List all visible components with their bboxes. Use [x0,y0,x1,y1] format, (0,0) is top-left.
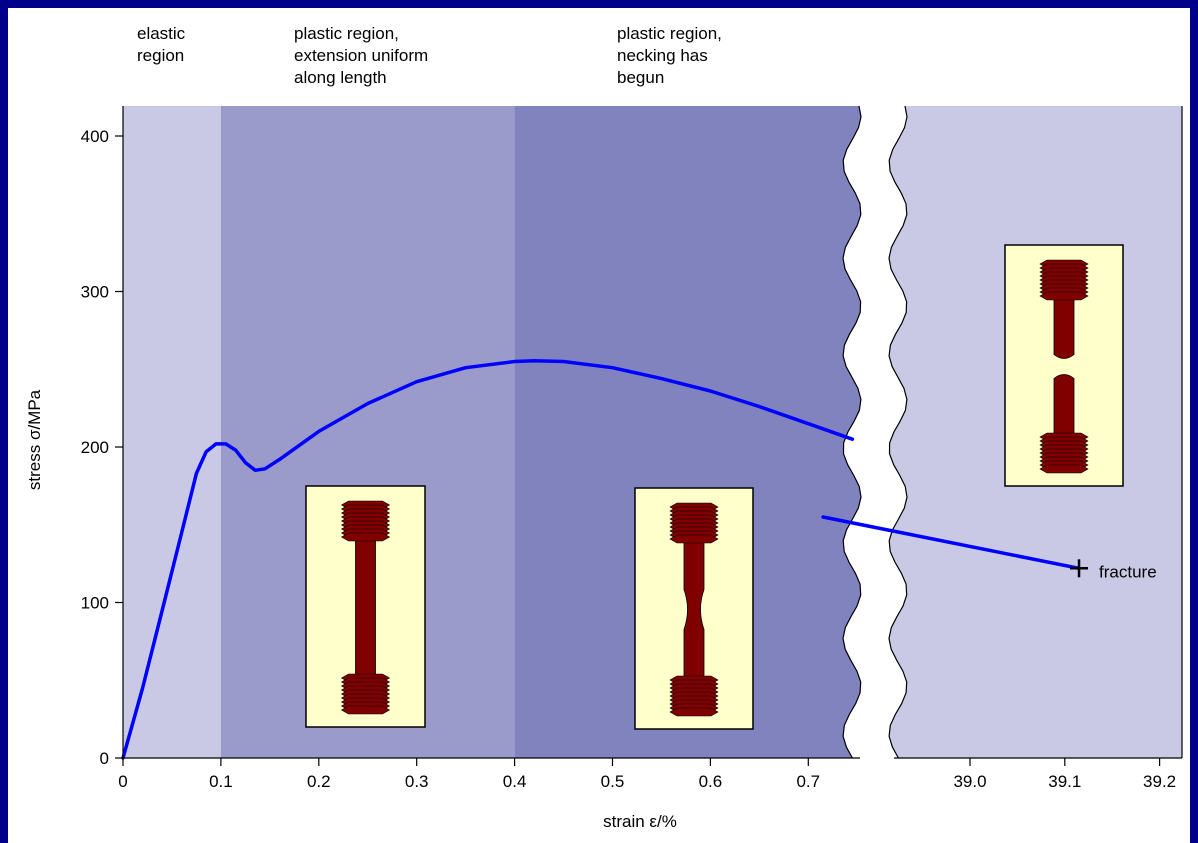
specimen-uniform-top-thread-8 [340,532,391,542]
x-axis-label: strain ε/% [603,812,677,831]
x-tick-label-right-1: 39.1 [1048,772,1081,791]
region-label-0-line-1: region [137,46,184,65]
stress-strain-curve: fracture [121,358,1157,760]
curve-right-segment [821,515,1081,571]
fracture-label: fracture [1099,562,1157,581]
x-tick-label-left-4: 0.4 [503,772,527,791]
specimen-uniform-bottom-thread-8 [340,705,391,715]
specimen-uniform [305,485,426,728]
specimen-necked-bottom-thread-8 [669,707,719,717]
y-tick-label-1: 100 [81,594,109,613]
y-tick-label-3: 300 [81,283,109,302]
region-label-1-line-0: plastic region, [294,24,399,43]
specimen-necked-top-thread-8 [669,534,719,544]
x-tick-label-left-3: 0.3 [405,772,429,791]
x-tick-label-left-1: 0.1 [209,772,233,791]
region-0 [123,106,221,758]
y-tick-label-2: 200 [81,438,109,457]
x-tick-label-left-2: 0.2 [307,772,331,791]
region-label-2-line-2: begun [617,68,664,87]
y-tick-label-0: 0 [100,749,109,768]
specimen-fractured-bottom-thread-8 [1039,464,1089,474]
x-tick-label-right-0: 39.0 [953,772,986,791]
x-tick-label-left-7: 0.7 [796,772,820,791]
region-label-2-line-1: necking has [617,46,708,65]
x-tick-label-left-5: 0.5 [601,772,625,791]
region-label-1: plastic region, extension uniform along le… [294,24,428,87]
specimen-necked [634,487,754,730]
region-label-0: elastic region [137,24,186,65]
x-tick-label-right-2: 39.2 [1143,772,1176,791]
specimen-fractured-top-thread-8 [1039,291,1089,301]
break-edge-left [842,105,862,759]
y-tick-label-4: 400 [81,127,109,146]
specimen-uniform-shaft [355,520,376,695]
curve-left-segment [121,358,855,760]
specimen-illustrations [305,244,1124,730]
region-labels: elastic region plastic region, extension un… [137,24,722,87]
x-tick-label-left-6: 0.6 [699,772,723,791]
region-label-2-line-0: plastic region, [617,24,722,43]
x-tick-label-left-0: 0 [118,772,127,791]
region-1 [220,106,515,758]
axes: 0 100 200 300 400 0 0.1 0.2 0.3 0.4 0.5 0.6 0.7 39.0 3… [81,106,1183,791]
region-2 [514,106,861,758]
break-edge-right [888,105,908,759]
region-label-0-line-0: elastic [137,24,186,43]
region-label-2: plastic region, necking has begun [617,24,722,87]
region-label-1-line-1: extension uniform [294,46,428,65]
region-label-1-line-2: along length [294,68,387,87]
y-axis-label: stress σ/MPa [25,389,44,490]
specimen-fractured [1004,244,1124,487]
